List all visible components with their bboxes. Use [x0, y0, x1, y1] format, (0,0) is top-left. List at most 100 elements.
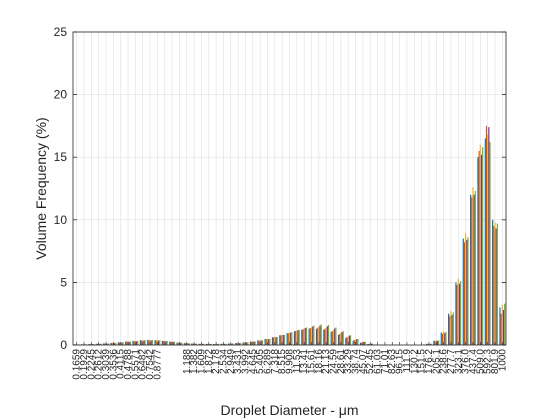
x-tick-label: 0.2612: [94, 349, 105, 380]
bar: [302, 329, 304, 345]
bar: [176, 342, 178, 345]
bar: [235, 342, 237, 345]
bar: [117, 342, 119, 345]
bar: [161, 340, 163, 345]
bar: [482, 147, 484, 345]
y-axis-ticks: 0 5 10 15 20 25: [54, 25, 506, 352]
bar: [291, 332, 293, 345]
bar: [443, 331, 445, 345]
bar: [261, 340, 264, 345]
x-axis-label: Droplet Diameter - μm: [221, 402, 359, 418]
bar: [246, 342, 248, 345]
bar: [106, 343, 108, 345]
x-tick-label: 1.609: [196, 349, 207, 374]
grid-lines: [73, 31, 506, 346]
bar: [450, 311, 452, 345]
bar: [170, 341, 172, 345]
x-tick-label: 376.0: [461, 349, 472, 374]
bar: [188, 343, 190, 345]
bar: [103, 343, 105, 345]
bar: [191, 343, 193, 345]
bar: [367, 343, 369, 345]
bar: [247, 342, 249, 345]
bar: [269, 338, 271, 345]
x-tick-label: 0.1659: [72, 349, 83, 380]
bar: [452, 312, 454, 345]
x-tick-label: 801.9: [490, 349, 501, 374]
bar: [495, 228, 497, 345]
bar: [317, 327, 319, 345]
bar: [96, 343, 99, 345]
bar: [150, 340, 152, 345]
bar: [430, 343, 432, 345]
bar: [493, 226, 495, 345]
bar: [465, 233, 467, 345]
bar: [444, 333, 446, 345]
x-tick-label: 1.872: [204, 349, 215, 374]
bar: [301, 329, 303, 345]
x-tick-label: 38.74: [351, 349, 362, 374]
bar: [356, 339, 358, 345]
bar: [492, 219, 494, 345]
bar: [295, 330, 297, 345]
bar: [110, 342, 112, 345]
bar: [286, 333, 288, 345]
bar: [203, 343, 205, 345]
bar: [95, 343, 97, 345]
bar: [187, 343, 189, 345]
bar: [143, 340, 145, 345]
bar: [198, 343, 200, 345]
bar: [93, 343, 95, 345]
bar: [303, 328, 305, 345]
bar: [324, 328, 326, 345]
bar: [319, 325, 321, 345]
bar: [297, 330, 299, 345]
x-tick-label: 205.1: [431, 349, 442, 374]
bar: [339, 333, 341, 345]
bar: [479, 144, 481, 345]
x-tick-label: 0.2245: [86, 349, 97, 380]
bar: [463, 242, 466, 345]
x-tick-label: 0.1929: [79, 349, 90, 380]
x-tick-label: 4.645: [248, 349, 259, 374]
bar: [287, 333, 289, 345]
bar: [217, 343, 220, 345]
x-tick-label: 3.992: [240, 349, 251, 374]
bar: [224, 343, 226, 345]
x-tick-label: 0.7542: [145, 349, 156, 380]
bar: [205, 343, 208, 345]
bar: [312, 326, 314, 345]
bar: [296, 330, 298, 345]
bar: [288, 332, 291, 345]
y-tick-label: 20: [54, 88, 68, 102]
bar: [148, 340, 150, 345]
bar: [434, 341, 436, 345]
bar: [345, 337, 347, 345]
x-tick-label: 238.6: [439, 349, 450, 374]
x-tick-label: 0.6482: [138, 349, 149, 380]
bar: [348, 335, 350, 345]
x-tick-label: 0.3536: [108, 349, 119, 380]
bar: [436, 340, 439, 345]
bar: [313, 325, 315, 345]
bar: [128, 341, 130, 345]
x-tick-label: 509.0: [475, 349, 486, 374]
bar: [157, 340, 160, 345]
bar: [100, 343, 102, 345]
bar: [177, 342, 179, 345]
x-tick-label: 13.41: [299, 349, 310, 374]
bar: [499, 307, 501, 345]
x-tick-label: 33.29: [343, 349, 354, 374]
x-tick-label: 28.61: [336, 349, 347, 374]
bar: [361, 342, 363, 345]
bar: [478, 150, 480, 345]
bar: [427, 343, 429, 345]
bar: [183, 343, 185, 345]
bar: [238, 343, 240, 345]
bar: [472, 187, 474, 345]
bar: [184, 343, 187, 345]
bar: [485, 125, 488, 346]
bar: [501, 304, 503, 345]
bar: [283, 334, 286, 345]
